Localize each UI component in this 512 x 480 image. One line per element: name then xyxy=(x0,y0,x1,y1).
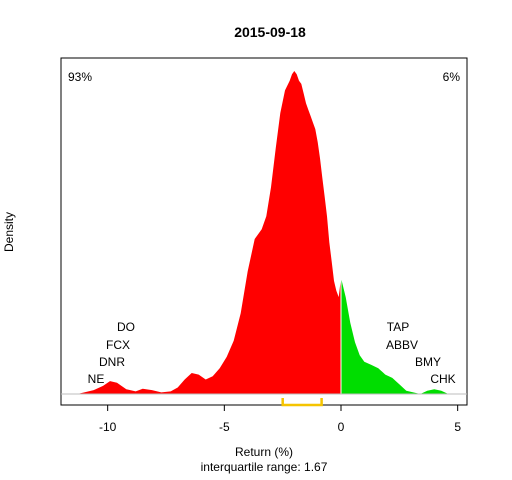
x-tick-label: -10 xyxy=(99,420,117,434)
ticker-label-left: DO xyxy=(117,320,135,334)
iqr-bracket xyxy=(281,398,323,407)
density-layer xyxy=(77,71,449,394)
x-tick-label: 5 xyxy=(454,420,461,434)
chart-title: 2015-09-18 xyxy=(234,24,306,40)
plot-frame xyxy=(60,57,468,406)
annotations-right: TAP ABBV BMY CHK xyxy=(386,320,456,386)
annotations-left: DO FCX DNR NE xyxy=(88,320,135,386)
ticker-label-left: FCX xyxy=(106,338,130,352)
x-tick-label: -5 xyxy=(219,420,230,434)
ticker-label-left: NE xyxy=(88,372,105,386)
percent-positive-label: 6% xyxy=(443,70,461,84)
ticker-label-right: TAP xyxy=(387,320,409,334)
density-area-negative xyxy=(77,71,342,394)
ticker-label-right: BMY xyxy=(415,355,441,369)
ticker-label-right: CHK xyxy=(430,372,455,386)
x-axis: -10 -5 0 5 xyxy=(99,405,461,434)
ticker-label-right: ABBV xyxy=(386,338,418,352)
percent-negative-label: 93% xyxy=(68,70,92,84)
x-tick-label: 0 xyxy=(338,420,345,434)
density-area-positive xyxy=(341,277,449,394)
x-axis-label: Return (%) xyxy=(235,445,293,459)
ticker-label-left: DNR xyxy=(99,355,125,369)
chart-subtitle: interquartile range: 1.67 xyxy=(201,460,328,474)
y-axis-label: Density xyxy=(2,212,16,252)
